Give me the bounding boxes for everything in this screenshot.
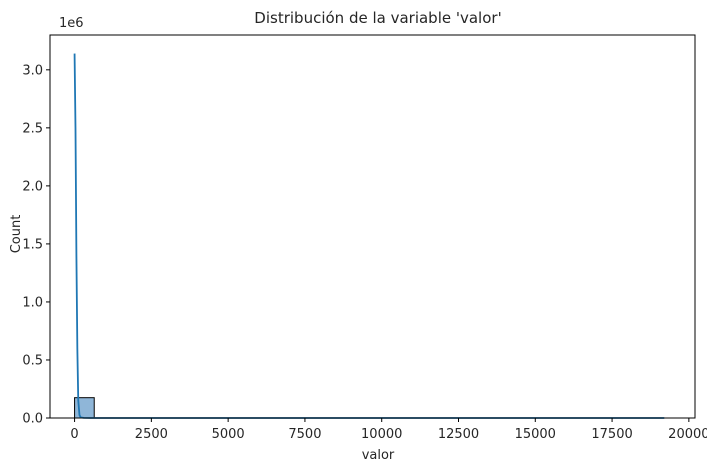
x-tick-label: 15000 xyxy=(515,427,556,442)
plot-frame xyxy=(49,34,696,419)
y-tick-label: 1.5 xyxy=(22,237,43,252)
y-axis-label: Count xyxy=(9,215,24,254)
y-axis-ticks: 0.0 0.5 1.0 1.5 2.0 2.5 3.0 xyxy=(22,63,50,427)
y-tick-label: 0.5 xyxy=(22,353,43,368)
x-tick-label: 17500 xyxy=(591,427,632,442)
x-tick-label: 0 xyxy=(70,427,78,442)
kde-line xyxy=(73,53,665,419)
y-tick-label: 2.0 xyxy=(22,179,43,194)
x-tick-label: 12500 xyxy=(438,427,479,442)
x-tick-label: 20000 xyxy=(668,427,707,442)
x-axis-ticks: 0 2500 5000 7500 10000 12500 15000 17500 20000 xyxy=(70,418,707,442)
x-tick-label: 7500 xyxy=(288,427,321,442)
y-tick-label: 0.0 xyxy=(22,412,43,427)
x-tick-label: 10000 xyxy=(361,427,402,442)
y-offset-label: 1e6 xyxy=(59,16,84,31)
x-tick-label: 5000 xyxy=(212,427,245,442)
x-tick-label: 2500 xyxy=(135,427,168,442)
y-tick-label: 3.0 xyxy=(22,63,43,78)
chart-title: Distribución de la variable 'valor' xyxy=(254,9,501,27)
x-axis-label: valor xyxy=(362,448,395,463)
y-tick-label: 1.0 xyxy=(22,295,43,310)
y-tick-label: 2.5 xyxy=(22,121,43,136)
histogram-bars xyxy=(74,397,665,419)
